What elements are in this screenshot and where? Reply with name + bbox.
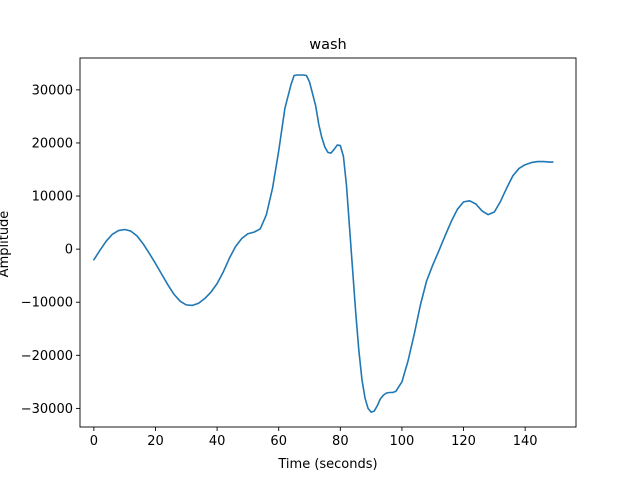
y-tick-label: 30000 (32, 83, 73, 98)
x-tick-label: 80 (332, 434, 349, 449)
series-line-0 (93, 74, 554, 413)
plot-frame (79, 57, 577, 428)
x-tick-label: 120 (451, 434, 476, 449)
x-tick-label: 140 (513, 434, 538, 449)
y-tick-label: −30000 (21, 402, 73, 417)
y-axis: −30000 −20000 −10000 0 10000 20000 30000 (21, 83, 80, 417)
x-tick-label: 20 (147, 434, 164, 449)
y-tick-label: 0 (65, 243, 73, 258)
x-tick-label: 100 (390, 434, 415, 449)
x-tick-label: 60 (270, 434, 287, 449)
x-tick-label: 0 (90, 434, 98, 449)
y-tick-label: −10000 (21, 296, 73, 311)
y-tick-label: 20000 (32, 136, 73, 151)
x-tick-label: 40 (209, 434, 226, 449)
plot-area (79, 57, 577, 428)
y-axis-label: Amplitude (0, 211, 12, 278)
x-axis-label: Time (seconds) (277, 457, 377, 472)
chart-title: wash (309, 37, 347, 53)
y-tick-label: 10000 (32, 190, 73, 205)
x-axis: 0 20 40 60 80 100 120 140 (90, 427, 538, 449)
y-tick-label: −20000 (21, 349, 73, 364)
